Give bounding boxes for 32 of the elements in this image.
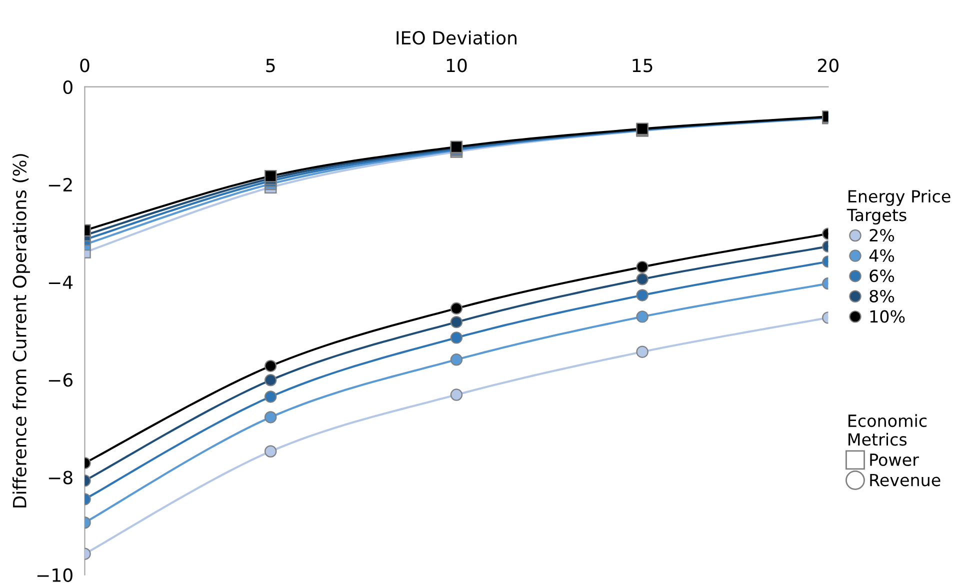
y-tick-label: −10: [37, 568, 72, 582]
point: [636, 273, 648, 286]
x-tick-label: 0: [80, 58, 90, 72]
x-tick-label: 20: [818, 58, 838, 72]
point: [636, 346, 648, 358]
text: Energy Price Targets: [846, 190, 950, 224]
point: [450, 332, 463, 344]
point: [636, 310, 648, 323]
y-tick-label: −6: [48, 373, 72, 387]
text: Revenue: [870, 474, 940, 486]
point: [450, 316, 463, 328]
x-axis-title: IEO Deviation: [396, 30, 516, 45]
text: Economic Metrics: [848, 414, 927, 446]
legend-label: 10%: [870, 310, 905, 323]
point: [450, 354, 463, 366]
y-tick-label: −8: [48, 470, 72, 484]
point: [636, 260, 648, 274]
legend-label: 4%: [869, 249, 894, 262]
x-tick-label: 15: [632, 58, 652, 72]
x-tick-label: 5: [266, 58, 275, 72]
point: [450, 302, 463, 315]
legend-label: 6%: [870, 270, 894, 282]
x-tick-label: 10: [446, 58, 467, 72]
legend-label: 2%: [870, 228, 894, 242]
y-tick-label: −2: [48, 178, 72, 192]
y-tick-label: −4: [48, 276, 73, 289]
point: [636, 289, 648, 302]
y-tick-label: 0: [63, 80, 72, 94]
text: Power: [870, 454, 919, 466]
y-axis-title: Difference from Current Operations (%): [12, 154, 30, 508]
point: [450, 388, 463, 401]
legend-label: 8%: [870, 290, 894, 302]
